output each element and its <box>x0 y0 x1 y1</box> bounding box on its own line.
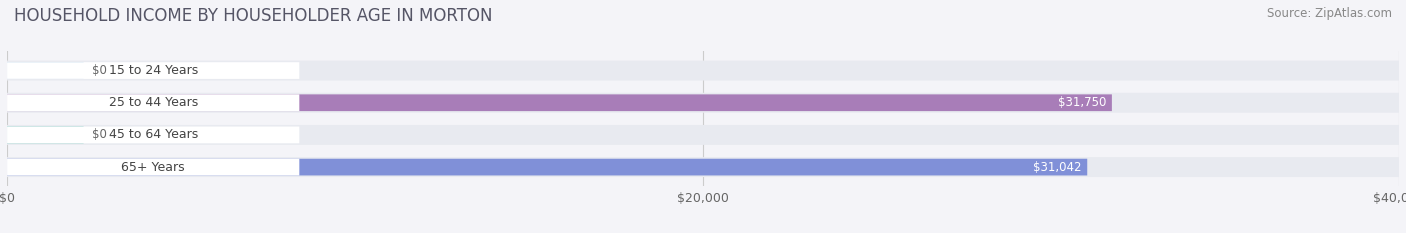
Text: $0: $0 <box>91 64 107 77</box>
Text: 25 to 44 Years: 25 to 44 Years <box>108 96 198 109</box>
Text: Source: ZipAtlas.com: Source: ZipAtlas.com <box>1267 7 1392 20</box>
FancyBboxPatch shape <box>7 159 299 175</box>
Text: 45 to 64 Years: 45 to 64 Years <box>108 128 198 141</box>
Text: 15 to 24 Years: 15 to 24 Years <box>108 64 198 77</box>
Text: $31,042: $31,042 <box>1033 161 1081 174</box>
FancyBboxPatch shape <box>7 62 83 79</box>
FancyBboxPatch shape <box>7 94 1112 111</box>
Text: HOUSEHOLD INCOME BY HOUSEHOLDER AGE IN MORTON: HOUSEHOLD INCOME BY HOUSEHOLDER AGE IN M… <box>14 7 492 25</box>
FancyBboxPatch shape <box>7 62 299 79</box>
Text: $0: $0 <box>91 128 107 141</box>
Text: $31,750: $31,750 <box>1057 96 1107 109</box>
FancyBboxPatch shape <box>7 93 1399 113</box>
FancyBboxPatch shape <box>7 157 1399 177</box>
FancyBboxPatch shape <box>7 127 83 143</box>
FancyBboxPatch shape <box>7 125 1399 145</box>
FancyBboxPatch shape <box>7 127 299 143</box>
Text: 65+ Years: 65+ Years <box>121 161 186 174</box>
FancyBboxPatch shape <box>7 94 299 111</box>
FancyBboxPatch shape <box>7 159 1087 175</box>
FancyBboxPatch shape <box>7 61 1399 81</box>
